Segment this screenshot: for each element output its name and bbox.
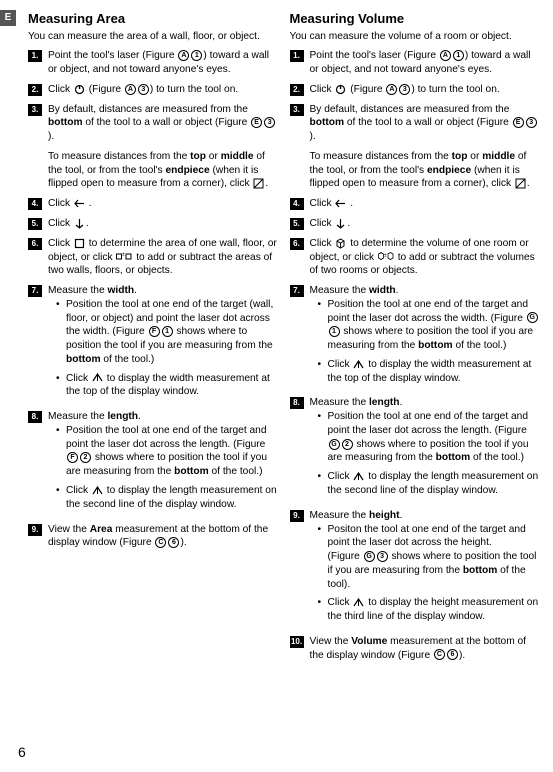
step-num: 5. — [28, 218, 42, 230]
list-item: Position the tool at one end of the targ… — [56, 424, 278, 479]
measure-icon — [353, 359, 364, 370]
step-num: 6. — [28, 238, 42, 250]
endpiece-icon — [515, 178, 526, 189]
step-body: Click . — [48, 197, 278, 211]
step-body: Measure the length. Position the tool at… — [48, 410, 278, 516]
list-item: Click to display the length measurement … — [318, 470, 540, 498]
list-item: Click to display the height measurement … — [318, 596, 540, 624]
page-number: 6 — [18, 743, 26, 762]
step-body: By default, distances are measured from … — [310, 103, 540, 192]
step-body: Click to determine the volume of one roo… — [310, 237, 540, 278]
step-body: Point the tool's laser (Figure A1) towar… — [48, 49, 278, 77]
left-arrow-icon — [74, 198, 85, 209]
list-item: Position the tool at one end of the targ… — [56, 298, 278, 367]
list-item: Click to display the length measurement … — [56, 484, 278, 512]
right-intro: You can measure the volume of a room or … — [290, 30, 540, 44]
step-num: 1. — [28, 50, 42, 62]
step-body: Measure the width. Position the tool at … — [48, 284, 278, 404]
step-num: 5. — [290, 218, 304, 230]
step-num: 2. — [28, 84, 42, 96]
step-num: 7. — [290, 285, 304, 297]
list-item: Positon the tool at one end of the targe… — [318, 523, 540, 592]
power-icon — [335, 84, 346, 95]
right-title: Measuring Volume — [290, 10, 540, 28]
measure-icon — [353, 597, 364, 608]
left-intro: You can measure the area of a wall, floo… — [28, 30, 278, 44]
step-body: Click . — [310, 217, 540, 231]
step-body: Click to determine the area of one wall,… — [48, 237, 278, 278]
step-num: 1. — [290, 50, 304, 62]
square-icon — [74, 238, 85, 249]
step-num: 9. — [290, 510, 304, 522]
step-body: Click (Figure A3) to turn the tool on. — [48, 83, 278, 97]
endpiece-icon — [253, 178, 264, 189]
power-icon — [74, 84, 85, 95]
measure-icon — [92, 485, 103, 496]
step-num: 8. — [290, 397, 304, 409]
step-body: Click (Figure A3) to turn the tool on. — [310, 83, 540, 97]
step-body: Point the tool's laser (Figure A1) towar… — [310, 49, 540, 77]
step-body: Measure the height. Positon the tool at … — [310, 509, 540, 629]
section-letter: E — [0, 10, 16, 26]
left-title: Measuring Area — [28, 10, 278, 28]
left-column: Measuring Area You can measure the area … — [28, 10, 278, 668]
step-num: 2. — [290, 84, 304, 96]
cube-icon — [335, 238, 346, 249]
left-arrow-icon — [335, 198, 346, 209]
down-arrow-icon — [335, 218, 346, 229]
step-body: Measure the length. Position the tool at… — [310, 396, 540, 502]
side-tab: E — [0, 10, 16, 668]
measure-icon — [92, 372, 103, 383]
step-body: View the Volume measurement at the botto… — [310, 635, 540, 663]
squares-plusminus-icon — [116, 251, 132, 262]
right-column: Measuring Volume You can measure the vol… — [290, 10, 540, 668]
list-item: Click to display the width measurement a… — [318, 358, 540, 386]
step-body: Click . — [48, 217, 278, 231]
step-num: 4. — [28, 198, 42, 210]
step-num: 3. — [290, 104, 304, 116]
step-num: 4. — [290, 198, 304, 210]
step-body: Click . — [310, 197, 540, 211]
step-num: 7. — [28, 285, 42, 297]
step-num: 9. — [28, 524, 42, 536]
list-item: Position the tool at one end of the targ… — [318, 298, 540, 353]
measure-icon — [353, 471, 364, 482]
cubes-plusminus-icon — [378, 251, 394, 262]
step-num: 6. — [290, 238, 304, 250]
step-body: By default, distances are measured from … — [48, 103, 278, 192]
step-num: 10. — [290, 636, 304, 648]
step-body: View the Area measurement at the bottom … — [48, 523, 278, 551]
step-body: Measure the width. Position the tool at … — [310, 284, 540, 390]
list-item: Position the tool at one end of the targ… — [318, 410, 540, 465]
list-item: Click to display the width measurement a… — [56, 372, 278, 400]
step-num: 8. — [28, 411, 42, 423]
down-arrow-icon — [74, 218, 85, 229]
step-num: 3. — [28, 104, 42, 116]
